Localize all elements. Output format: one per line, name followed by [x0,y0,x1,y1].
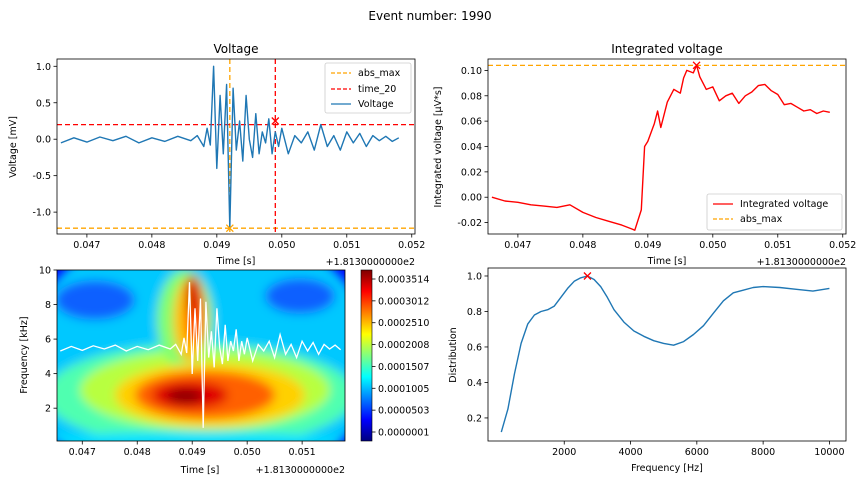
colorbar-tick-label: 0.0002008 [378,340,429,351]
integrated-ytick-label: -0.02 [457,218,482,229]
spectrogram-ytick-label: 8 [45,300,51,311]
spectrogram-xtick-label: 0.047 [69,447,96,458]
integrated-xlabel: Time [s] [647,256,687,267]
spectrogram-ytick-label: 6 [45,335,51,346]
figure-suptitle: Event number: 1990 [368,9,491,23]
spectrogram-ylabel: Frequency [kHz] [19,316,30,393]
colorbar-tick-label: 0.0003514 [378,275,429,286]
colorbar-tick-label: 0.0000503 [378,406,429,417]
voltage-offset: +1.8130000000e2 [326,257,415,268]
colorbar-tick-label: 0.0001507 [378,362,429,373]
voltage-frame [56,58,416,235]
voltage-legend: abs_max time_20 Voltage [324,62,412,114]
colorbar [360,269,373,442]
integrated-ytick-label: 0.00 [461,193,482,204]
distribution-ytick-label: 0.2 [467,413,482,424]
integrated-xtick-label: 0.052 [829,240,856,251]
voltage-line [60,65,400,229]
spectrogram-image [57,270,345,441]
voltage-ytick-label: -1.0 [32,208,51,219]
integrated-ytick-label: 0.02 [461,167,482,178]
voltage-xtick-label: 0.052 [398,240,425,251]
voltage-title: Voltage [213,42,258,56]
voltage-xlabel: Time [s] [216,256,256,267]
distribution-xlabel: Frequency [Hz] [631,463,703,474]
distribution-frame [487,267,847,442]
distribution-xtick-label: 8000 [751,447,775,458]
distribution-xtick-label: 6000 [685,447,709,458]
voltage-legend-time-20: time_20 [358,84,396,95]
distribution-ytick-label: 0.6 [467,342,482,353]
distribution-ytick-label: 1.0 [467,271,482,282]
colorbar-tick-label: 0.0000001 [378,428,429,439]
voltage-xtick-label: 0.049 [203,240,230,251]
distribution-xtick-label: 4000 [618,447,642,458]
spectrogram-ytick-label: 4 [45,369,51,380]
voltage-legend-voltage: Voltage [358,99,394,110]
integrated-line [491,64,830,231]
voltage-ytick-label: 1.0 [36,62,51,73]
integrated-xtick-label: 0.049 [634,240,661,251]
integrated-ylabel: Integrated voltage [µV*s] [433,87,444,208]
colorbar-tick-label: 0.0001005 [378,384,429,395]
colorbar-tick-label: 0.0002510 [378,318,429,329]
voltage-ytick-label: 0.5 [36,98,51,109]
integrated-title: Integrated voltage [611,42,723,56]
distribution-panel: 2000 4000 6000 8000 10000 0.2 0.4 0.6 0.8 1.0 Fre… [448,267,847,474]
integrated-legend-line: Integrated voltage [740,199,828,210]
voltage-ylabel: Voltage [mV] [8,116,19,178]
integrated-marker [692,61,701,70]
spectrogram-frame [56,269,346,442]
integrated-ytick-label: 0.08 [461,91,482,102]
distribution-ylabel: Distribution [448,327,459,382]
voltage-xtick-label: 0.050 [268,240,295,251]
spectrogram-waveform [60,282,342,428]
voltage-legend-abs-max: abs_max [358,68,401,79]
integrated-ytick-label: 0.10 [461,66,482,77]
integrated-legend: Integrated voltage abs_max [706,193,843,231]
integrated-xtick-label: 0.050 [699,240,726,251]
voltage-xtick-label: 0.051 [333,240,360,251]
distribution-ytick-label: 0.4 [467,378,482,389]
spectrogram-offset: +1.8130000000e2 [256,465,345,476]
spectrogram-xtick-label: 0.050 [234,447,261,458]
voltage-xtick-label: 0.047 [73,240,100,251]
voltage-xtick-label: 0.048 [138,240,165,251]
integrated-legend-abs-max: abs_max [740,214,783,225]
integrated-xtick-label: 0.047 [504,240,531,251]
distribution-line [500,275,830,433]
distribution-xtick-label: 2000 [552,447,576,458]
voltage-ytick-label: -0.5 [32,171,51,182]
integrated-xtick-label: 0.048 [569,240,596,251]
distribution-xtick-label: 10000 [814,447,844,458]
spectrogram-ytick-label: 10 [39,266,51,277]
spectrogram-xtick-label: 0.049 [179,447,206,458]
spectrogram-ytick-label: 2 [45,404,51,415]
integrated-panel: Integrated voltage 0.047 0.048 0.049 0.050 0… [433,42,856,268]
voltage-marker [271,117,280,125]
voltage-ytick-label: 0.0 [36,135,51,146]
voltage-panel: Voltage 0.047 0.048 0.049 0.050 0.051 0.052 -1… [8,42,425,268]
voltage-marker [225,224,234,233]
spectrogram-xtick-label: 0.051 [289,447,316,458]
spectrogram-panel: 0.047 0.048 0.049 0.050 0.051 2 4 6 8 10 Time [s]… [19,266,429,477]
spectrogram-xlabel: Time [s] [180,465,220,476]
integrated-xtick-label: 0.051 [764,240,791,251]
integrated-offset: +1.8130000000e2 [757,257,846,268]
distribution-marker [583,272,592,280]
colorbar-tick-label: 0.0003012 [378,296,429,307]
integrated-ytick-label: 0.04 [461,142,482,153]
spectrogram-xtick-label: 0.048 [124,447,151,458]
integrated-ytick-label: 0.06 [461,117,482,128]
distribution-ytick-label: 0.8 [467,307,482,318]
